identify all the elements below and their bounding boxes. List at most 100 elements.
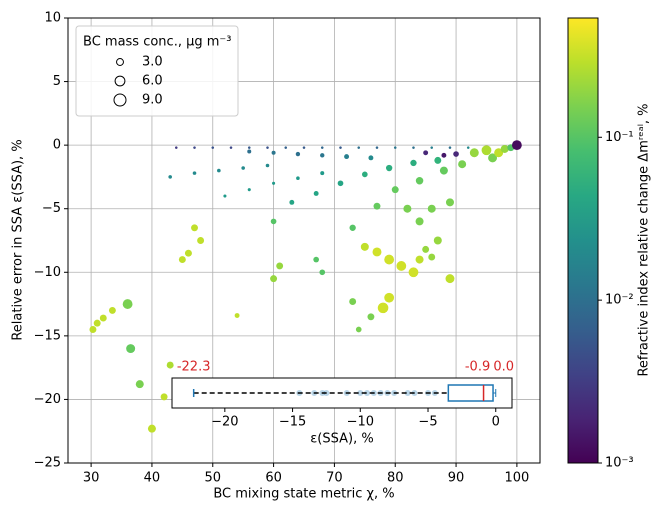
x-tick-label: 50 xyxy=(204,471,221,486)
x-tick-label: 60 xyxy=(265,471,282,486)
scatter-point xyxy=(458,160,467,169)
flier xyxy=(357,390,364,396)
scatter-point xyxy=(408,267,419,278)
colorbar-tick-label: 10⁻³ xyxy=(605,456,634,471)
scatter-point xyxy=(375,146,379,149)
scatter-point xyxy=(445,198,454,207)
scatter-point xyxy=(320,146,324,149)
scatter-point xyxy=(284,146,288,149)
scatter-point xyxy=(247,149,252,154)
y-tick-label: 0 xyxy=(53,138,61,153)
y-tick-label: −25 xyxy=(34,456,61,471)
scatter-point xyxy=(229,146,233,149)
scatter-point xyxy=(372,247,382,257)
x-axis-label: BC mixing state metric χ, % xyxy=(213,487,394,502)
legend-label: 6.0 xyxy=(142,74,163,89)
inset-x-tick-label: −5 xyxy=(418,415,437,430)
scatter-point xyxy=(349,298,357,305)
scatter-point xyxy=(385,164,393,172)
plot-frame xyxy=(67,17,541,464)
y-tick-label: 10 xyxy=(44,11,61,26)
scatter-point xyxy=(266,146,269,149)
scatter-point xyxy=(126,344,136,354)
colorbar-tick-label: 10⁻¹ xyxy=(605,130,634,145)
scatter-point xyxy=(494,148,504,158)
scatter-point xyxy=(410,159,417,167)
inset-x-tick-label: −10 xyxy=(347,415,374,430)
scatter-point xyxy=(320,171,325,176)
legend-marker xyxy=(113,93,127,107)
scatter-point xyxy=(422,245,430,253)
scatter-point xyxy=(469,148,479,158)
colorbar-label: Refractive index relative change Δmʳᵉᵃˡ,… xyxy=(637,103,652,376)
legend-marker xyxy=(114,75,126,87)
inset-x-axis-label: ε(SSA), % xyxy=(310,432,373,447)
scatter-point xyxy=(488,153,498,163)
scatter-point xyxy=(448,146,452,149)
legend-label: 3.0 xyxy=(142,55,163,70)
scatter-point xyxy=(439,166,448,175)
scatter-point xyxy=(234,313,240,318)
scatter-point xyxy=(175,146,178,149)
scatter-point xyxy=(313,191,319,196)
scatter-point xyxy=(368,155,374,161)
scatter-point xyxy=(337,180,344,187)
scatter-point xyxy=(270,275,278,283)
scatter-point xyxy=(481,145,492,156)
scatter-point xyxy=(302,146,306,149)
scatter-point xyxy=(197,237,205,244)
colorbar xyxy=(567,17,599,464)
y-tick-label: −5 xyxy=(42,201,61,216)
x-tick-label: 90 xyxy=(448,471,465,486)
scatter-point xyxy=(445,274,455,284)
inset-x-tick-label: −20 xyxy=(211,415,238,430)
inset-x-tick-label: 0 xyxy=(492,415,500,430)
scatter-point xyxy=(357,146,361,149)
x-tick-label: 100 xyxy=(504,471,529,486)
scatter-point xyxy=(319,269,326,276)
scatter-point xyxy=(344,154,350,160)
scatter-point xyxy=(360,242,369,251)
scatter-point xyxy=(241,166,245,170)
scatter-point xyxy=(295,151,301,157)
scatter-point xyxy=(415,255,424,264)
scatter-point xyxy=(192,171,197,175)
scatter-point xyxy=(415,217,424,226)
y-axis-label: Relative error in SSA ε(SSA), % xyxy=(11,139,26,340)
scatter-point xyxy=(377,302,389,314)
legend-marker xyxy=(116,58,124,66)
x-tick-label: 70 xyxy=(326,471,343,486)
scatter-point xyxy=(135,380,144,389)
annotation: -0.9 xyxy=(465,360,490,375)
scatter-point xyxy=(247,188,251,192)
scatter-point xyxy=(430,146,433,149)
flier xyxy=(404,390,411,396)
flier xyxy=(364,390,371,396)
scatter-point xyxy=(453,151,459,157)
scatter-point xyxy=(99,314,107,322)
scatter-point xyxy=(320,153,325,158)
scatter-point xyxy=(349,224,356,231)
scatter-point xyxy=(313,256,319,263)
scatter-point xyxy=(415,177,424,185)
scatter-point xyxy=(108,306,116,314)
legend-title: BC mass conc., μg m⁻³ xyxy=(83,35,231,50)
scatter-point xyxy=(211,146,215,149)
x-tick-label: 40 xyxy=(144,471,161,486)
scatter-point xyxy=(247,146,251,149)
y-tick-label: −20 xyxy=(34,392,61,407)
scatter-point xyxy=(373,202,381,210)
scatter-point xyxy=(122,299,133,309)
scatter-point xyxy=(434,156,442,164)
scatter-point xyxy=(166,361,174,369)
scatter-point xyxy=(427,204,436,213)
x-tick-label: 80 xyxy=(387,471,404,486)
scatter-point xyxy=(193,146,196,149)
scatter-point xyxy=(391,186,399,194)
scatter-point xyxy=(396,261,407,271)
scatter-point xyxy=(93,319,101,327)
annotation: 0.0 xyxy=(493,360,514,375)
scatter-point xyxy=(265,163,270,168)
scatter-point xyxy=(441,152,447,158)
